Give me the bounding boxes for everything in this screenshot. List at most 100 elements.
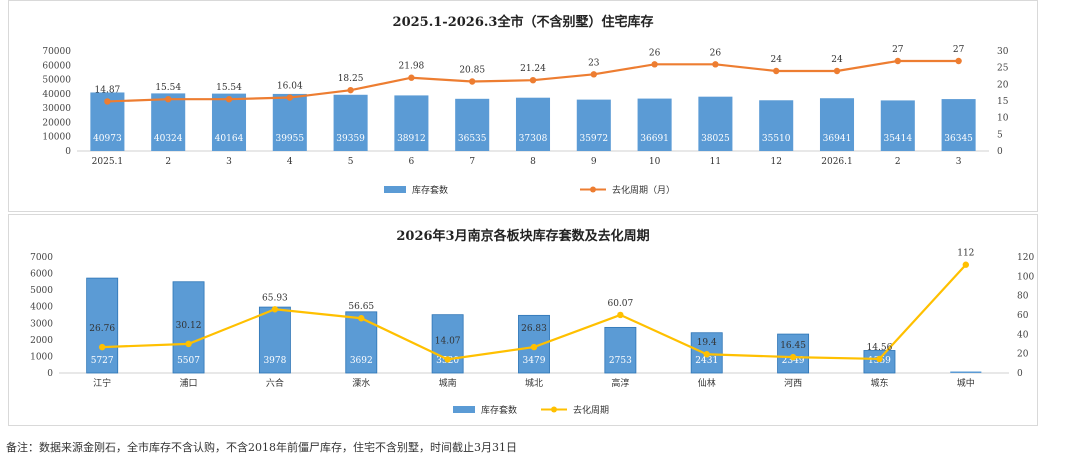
cycle-point: [833, 67, 841, 75]
x-tick-label: 仙林: [698, 377, 716, 389]
cycle-value-label: 14.56: [867, 343, 893, 353]
inventory-bar: [880, 100, 915, 151]
y-left-tick-label: 1000: [30, 352, 53, 362]
cycle-point: [529, 77, 537, 84]
legend-bar-label: 库存套数: [412, 184, 448, 196]
legend-line-marker: [551, 406, 557, 413]
bar-value-label: 3479: [523, 356, 546, 366]
x-tick-label: 2: [165, 157, 171, 167]
legend-bar-label: 库存套数: [481, 404, 517, 416]
chart-title-top: 2025.1-2026.3全市（不含别墅）住宅库存: [392, 15, 654, 30]
inventory-bar: [604, 326, 637, 374]
cycle-value-label: 21.98: [399, 62, 425, 72]
bar-value-label: 36345: [944, 134, 973, 144]
cycle-point: [271, 306, 279, 313]
y-left-tick-label: 50000: [42, 76, 71, 86]
inventory-bar: [941, 99, 976, 151]
y-right-tick-label: 40: [1017, 330, 1029, 340]
inventory-bar: [576, 99, 611, 151]
cycle-point: [104, 98, 111, 105]
cycle-point: [789, 353, 797, 361]
bar-value-label: 3978: [263, 356, 286, 366]
x-tick-label: 6: [409, 157, 415, 167]
cycle-value-label: 21.24: [520, 64, 546, 74]
x-tick-label: 浦口: [180, 377, 198, 389]
cycle-value-label: 15.54: [216, 83, 242, 93]
y-right-tick-label: 60: [1017, 311, 1029, 321]
y-left-tick-label: 0: [65, 147, 71, 157]
cycle-value-label: 26.76: [89, 324, 115, 334]
bar-value-label: 3692: [350, 356, 373, 366]
bar-value-label: 5727: [91, 356, 114, 366]
x-tick-label: 溧水: [352, 377, 370, 389]
y-left-tick-label: 7000: [30, 253, 53, 263]
y-right-tick-label: 0: [1017, 369, 1023, 379]
bar-value-label: 2431: [695, 356, 718, 366]
cycle-value-label: 23: [588, 58, 600, 68]
x-tick-label: 10: [649, 157, 661, 167]
cycle-point: [444, 356, 451, 363]
x-tick-label: 3: [226, 157, 232, 167]
inventory-bar: [86, 277, 119, 374]
inventory-bar: [151, 93, 186, 151]
y-left-tick-label: 3000: [30, 319, 53, 329]
cycle-value-label: 27: [953, 45, 965, 55]
x-tick-label: 江宁: [93, 377, 111, 389]
cycle-point: [165, 96, 172, 103]
inventory-bar: [698, 96, 733, 151]
y-left-tick-label: 4000: [30, 303, 53, 313]
y-right-tick-label: 10: [997, 114, 1009, 124]
district-chart-panel: 2026年3月南京各板块库存套数及去化周期 0 1000 2000 3000 4000 5…: [8, 214, 1038, 426]
bar-value-label: 36691: [640, 134, 669, 144]
cycle-value-label: 24: [831, 55, 843, 65]
cycle-value-label: 30.12: [176, 321, 202, 331]
chart-title-bottom: 2026年3月南京各板块库存套数及去化周期: [396, 229, 650, 244]
bar-value-label: 35972: [579, 134, 608, 144]
x-tick-label: 城中: [957, 377, 975, 389]
cycle-value-label: 56.65: [348, 302, 374, 312]
legend-bar-swatch: [453, 406, 475, 413]
y-right-tick-label: 100: [1017, 272, 1034, 282]
bar-value-label: 35414: [883, 134, 912, 144]
x-tick-label: 2026.1: [821, 157, 853, 167]
x-tick-label: 六合: [266, 377, 284, 389]
inventory-bar: [394, 95, 429, 151]
y-left-tick-label: 70000: [42, 47, 71, 57]
cycle-value-label: 65.93: [262, 293, 288, 303]
inventory-bar: [777, 333, 810, 374]
bar-value-label: 5507: [177, 356, 200, 366]
bar-value-label: 38912: [397, 134, 426, 144]
y-right-tick-label: 120: [1017, 253, 1034, 263]
cycle-value-label: 20.85: [459, 66, 485, 76]
cycle-value-label: 14.87: [95, 85, 121, 95]
inventory-bar: [759, 100, 794, 151]
legend-bar-swatch: [384, 186, 406, 193]
legend-line-label: 去化周期（月）: [612, 184, 675, 196]
x-tick-label: 高淳: [611, 377, 629, 389]
y-right-tick-label: 0: [997, 147, 1003, 157]
cycle-value-label: 19.4: [697, 338, 717, 348]
inventory-chart-svg: 0 10000 20000 30000 40000 50000 60000 70000 0 5 10…: [42, 45, 1009, 196]
cycle-point: [876, 355, 883, 363]
bar-value-label: 37308: [519, 134, 548, 144]
bar-value-label: 36941: [823, 134, 852, 144]
bar-value-label: 40973: [93, 134, 122, 144]
cycle-point: [286, 94, 293, 101]
inventory-bar: [950, 371, 982, 373]
inventory-bar: [431, 314, 464, 374]
y-left-tick-label: 6000: [30, 270, 53, 280]
y-left-tick-label: 40000: [42, 90, 71, 100]
cycle-point: [469, 78, 476, 85]
y-left-tick-label: 2000: [30, 336, 53, 346]
district-chart-svg: 0 1000 2000 3000 4000 5000 6000 7000 0 20 40 60 80 10…: [30, 249, 1034, 416]
bar-value-label: 36535: [458, 134, 487, 144]
cycle-point: [712, 61, 719, 68]
cycle-point: [773, 67, 780, 75]
cycle-point: [98, 343, 106, 351]
y-right-tick-label: 20: [997, 80, 1009, 90]
cycle-value-label: 15.54: [155, 83, 181, 93]
x-tick-label: 5: [348, 157, 354, 167]
inventory-chart-panel: 2025.1-2026.3全市（不含别墅）住宅库存 0 10000 20000 300…: [8, 0, 1038, 212]
cycle-value-label: 14.07: [435, 336, 461, 346]
y-left-tick-label: 0: [47, 369, 53, 379]
